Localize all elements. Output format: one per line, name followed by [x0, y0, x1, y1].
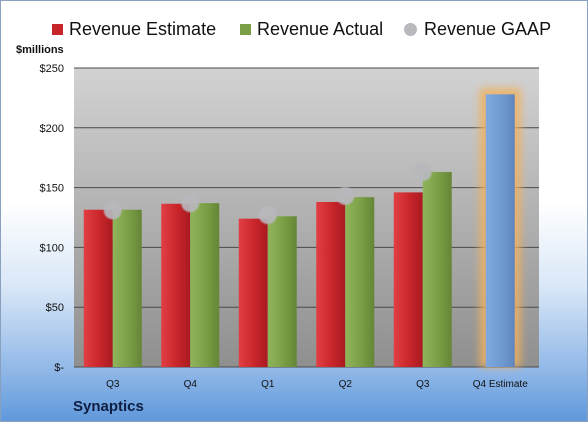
bar-revenue-actual [267, 216, 297, 367]
y-tick-label: $100 [40, 242, 64, 254]
y-tick-label: $250 [40, 63, 64, 75]
bar-revenue-estimate [393, 192, 423, 367]
plot-area [74, 68, 539, 367]
bar-revenue-estimate [83, 209, 113, 367]
x-tick-label: Q1 [261, 379, 275, 390]
marker-revenue-gaap [181, 194, 200, 213]
legend-label-revenue-gaap: Revenue GAAP [424, 18, 552, 39]
x-tick-label: Q2 [339, 379, 353, 390]
company-label: Synaptics [73, 398, 144, 415]
y-tick-label: $200 [40, 123, 64, 135]
legend-item-revenue-gaap: Revenue GAAP [404, 16, 551, 42]
bar-revenue-actual [112, 209, 142, 367]
x-tick-label: Q3 [416, 379, 430, 390]
bar-revenue-estimate [238, 218, 268, 367]
marker-revenue-gaap [258, 206, 277, 225]
x-tick-label: Q3 [106, 379, 120, 390]
legend-item-revenue-actual: Revenue Actual [240, 16, 383, 42]
marker-revenue-gaap [336, 186, 355, 205]
y-tick-label: $- [54, 362, 64, 374]
legend-item-revenue-estimate: Revenue Estimate [52, 16, 216, 42]
bar-forecast-estimate [485, 94, 515, 367]
x-tick-label: Q4 Estimate [473, 379, 528, 390]
marker-revenue-gaap [103, 201, 122, 220]
bar-revenue-estimate [316, 201, 346, 367]
y-tick-label: $150 [40, 183, 64, 195]
legend-marker-revenue-gaap [404, 22, 417, 36]
x-tick-label: Q4 [184, 379, 198, 390]
chart-legend: Revenue Estimate Revenue Actual Revenue … [30, 16, 570, 42]
legend-swatch-revenue-estimate [52, 23, 63, 35]
marker-revenue-gaap [413, 163, 432, 182]
bar-revenue-actual [190, 203, 220, 367]
bar-revenue-actual [345, 197, 375, 367]
legend-label-revenue-estimate: Revenue Estimate [69, 18, 217, 39]
legend-swatch-revenue-actual [240, 23, 251, 35]
y-axis-units-label: $millions [16, 44, 64, 56]
y-tick-label: $50 [46, 302, 64, 314]
bar-revenue-estimate [161, 203, 191, 367]
legend-label-revenue-actual: Revenue Actual [257, 18, 384, 39]
bar-revenue-actual [422, 172, 452, 367]
